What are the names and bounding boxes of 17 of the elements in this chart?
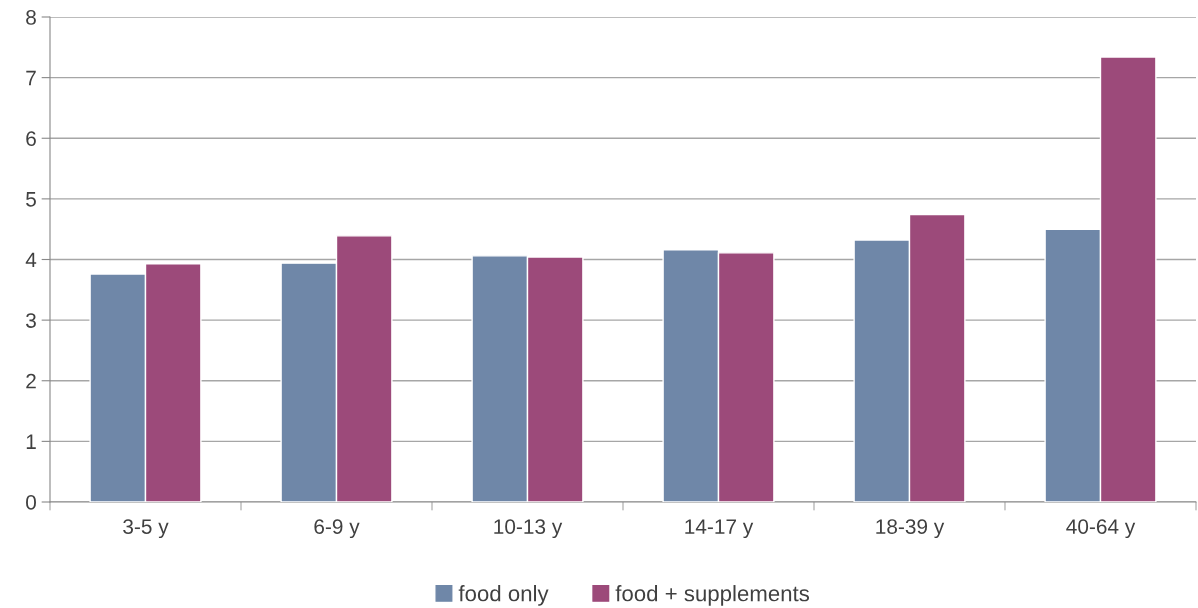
y-tick-label: 0 xyxy=(26,495,36,510)
x-tick-label: 40-64 y xyxy=(1066,519,1136,539)
legend-label: food only xyxy=(458,585,549,606)
x-tick-label: 10-13 y xyxy=(494,519,563,539)
x-tick-label: 18-39 y xyxy=(876,519,945,539)
y-tick-label: 4 xyxy=(25,252,37,268)
y-tick-label: 1 xyxy=(26,434,36,449)
y-tick-label: 7 xyxy=(26,70,36,86)
x-tick-label: 6-9 y xyxy=(314,519,360,539)
y-tick-label: 5 xyxy=(26,192,36,207)
x-tick-label: 14-17 y xyxy=(685,519,754,539)
y-tick-label: 2 xyxy=(26,373,36,389)
y-tick-label: 6 xyxy=(26,131,36,146)
legend-label: food + supplements xyxy=(615,585,810,606)
y-tick-label: 8 xyxy=(26,10,36,25)
y-tick-label: 3 xyxy=(26,313,36,328)
x-tick-label: 3-5 y xyxy=(123,519,169,539)
